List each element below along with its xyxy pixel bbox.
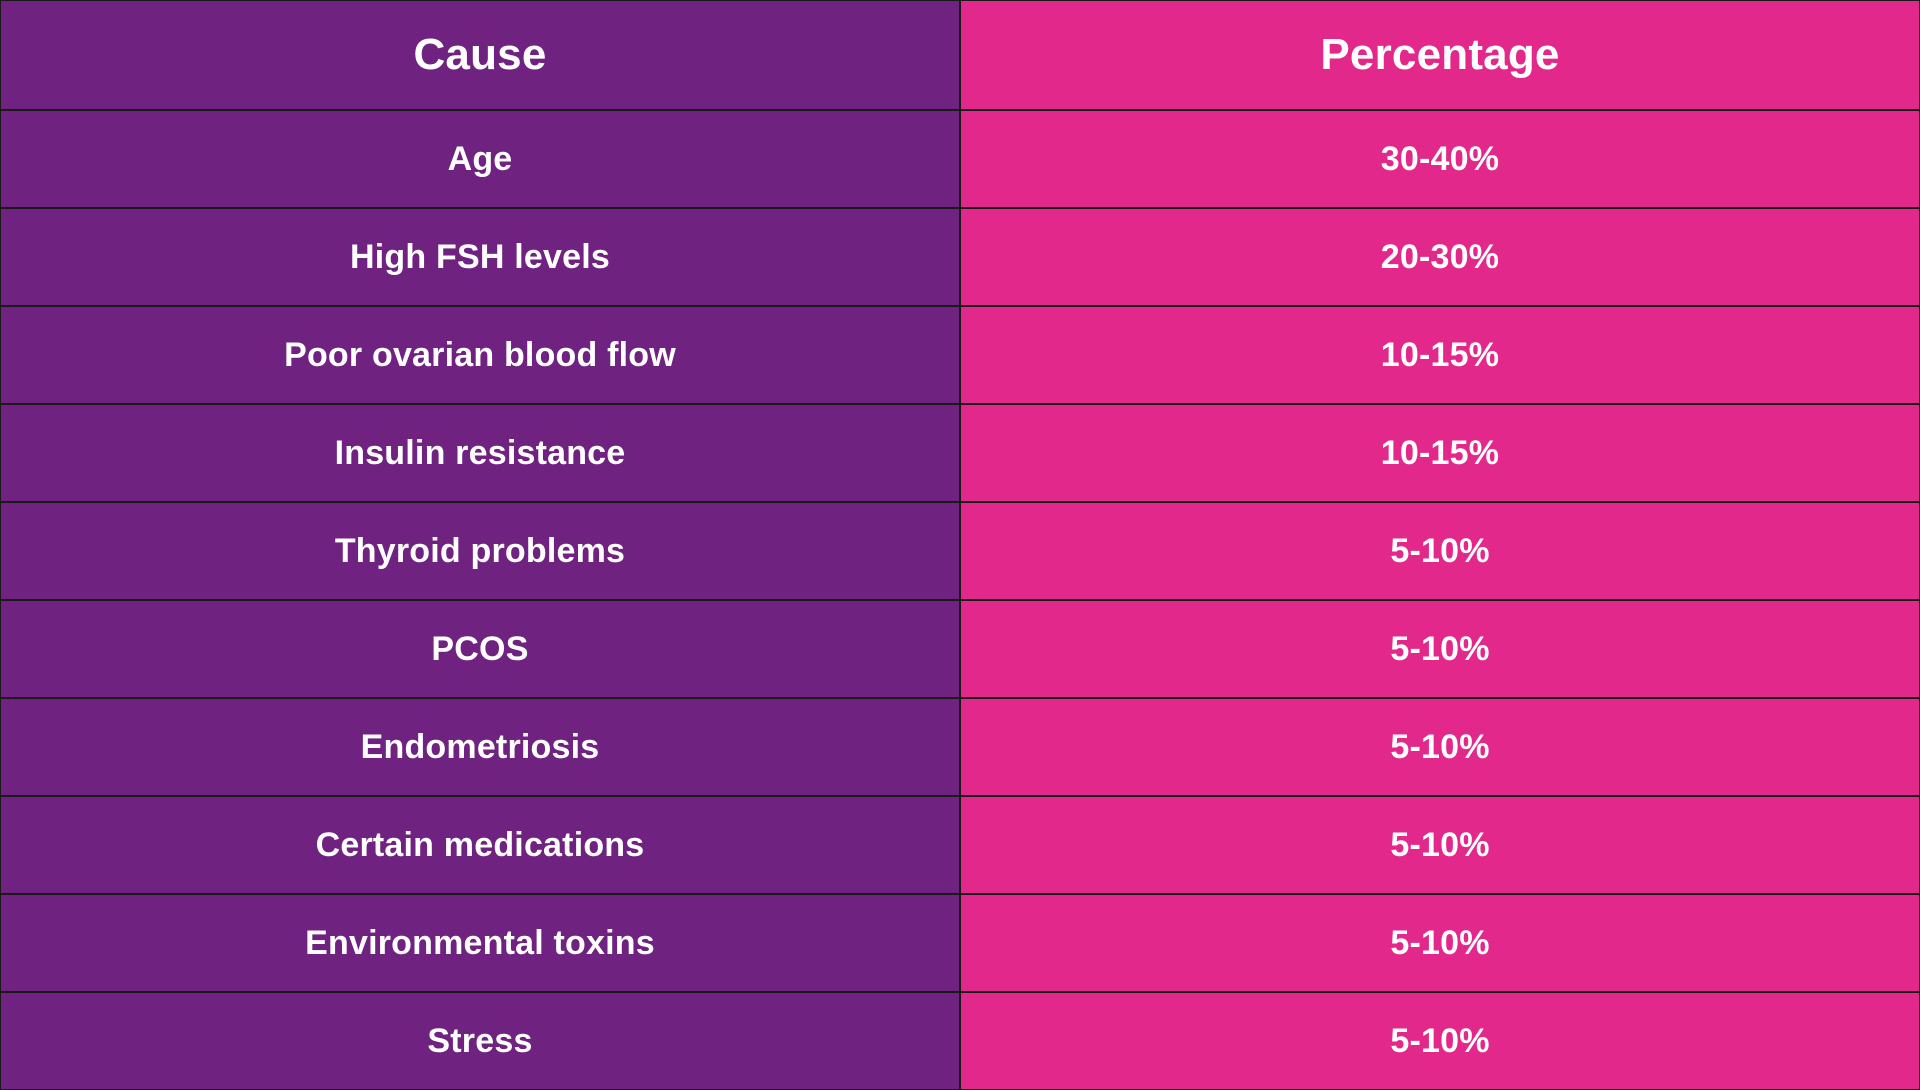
- percentage-cell: 30-40%: [960, 110, 1920, 208]
- percentage-cell: 5-10%: [960, 796, 1920, 894]
- cause-cell: PCOS: [0, 600, 960, 698]
- percentage-cell: 5-10%: [960, 992, 1920, 1090]
- percentage-cell: 10-15%: [960, 306, 1920, 404]
- percentage-cell: 10-15%: [960, 404, 1920, 502]
- percentage-cell: 5-10%: [960, 600, 1920, 698]
- cause-cell: Environmental toxins: [0, 894, 960, 992]
- percentage-cell: 5-10%: [960, 698, 1920, 796]
- percentage-cell: 20-30%: [960, 208, 1920, 306]
- cause-cell: Thyroid problems: [0, 502, 960, 600]
- cause-cell: Stress: [0, 992, 960, 1090]
- cause-cell: Age: [0, 110, 960, 208]
- percentage-cell: 5-10%: [960, 502, 1920, 600]
- cause-cell: Poor ovarian blood flow: [0, 306, 960, 404]
- percentage-cell: 5-10%: [960, 894, 1920, 992]
- cause-cell: High FSH levels: [0, 208, 960, 306]
- cause-cell: Insulin resistance: [0, 404, 960, 502]
- cause-cell: Certain medications: [0, 796, 960, 894]
- header-cause: Cause: [0, 0, 960, 110]
- header-percentage: Percentage: [960, 0, 1920, 110]
- cause-cell: Endometriosis: [0, 698, 960, 796]
